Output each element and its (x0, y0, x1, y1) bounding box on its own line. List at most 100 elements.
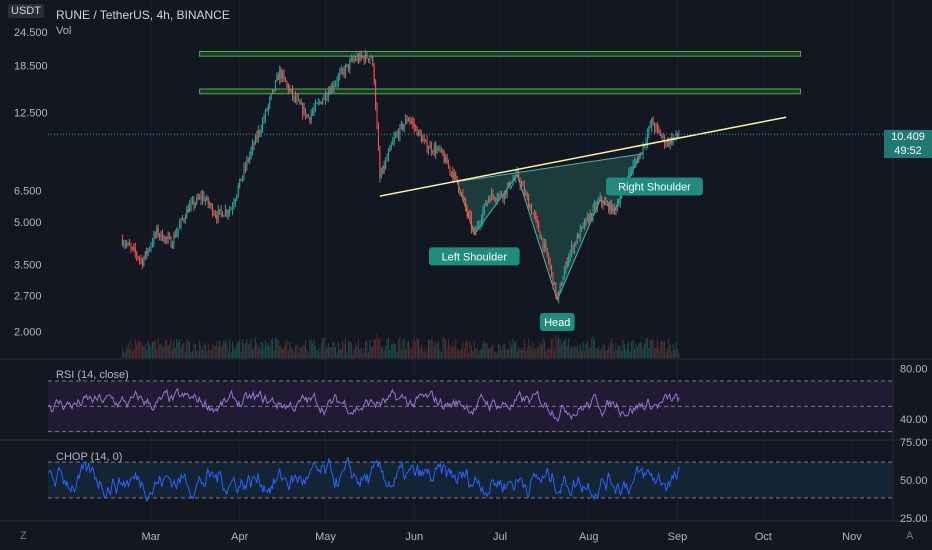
volume-bar (244, 342, 246, 358)
candle-body (591, 213, 593, 218)
volume-bar (392, 344, 394, 358)
volume-bar (270, 338, 272, 358)
candle-body (641, 152, 643, 155)
volume-bar (343, 343, 345, 358)
candle-body (159, 235, 161, 237)
volume-bar (443, 336, 445, 358)
candle-body (372, 57, 374, 65)
candle-body (572, 246, 574, 251)
volume-bar (336, 352, 338, 358)
candle-body (678, 135, 680, 137)
volume-bar (359, 348, 361, 358)
volume-bar (304, 340, 306, 358)
volume-bar (294, 345, 296, 358)
resistance-zones (199, 50, 801, 95)
candle-body (150, 245, 152, 249)
volume-bar (460, 348, 462, 358)
volume-bar (194, 344, 196, 358)
candle-body (296, 99, 298, 101)
volume-bar (237, 341, 239, 358)
currency-badge[interactable]: USDT (8, 4, 44, 18)
auto-scale-icon[interactable]: A (906, 530, 914, 542)
candle-body (659, 130, 661, 136)
volume-bar (123, 350, 125, 358)
volume-bar (598, 346, 600, 358)
volume-bar (269, 346, 271, 358)
candle-body (330, 85, 332, 94)
volume-bar (320, 342, 322, 358)
candle-body (343, 70, 345, 74)
candle-body (413, 123, 415, 127)
volume-bar (573, 345, 575, 358)
volume-bar (229, 339, 231, 358)
candle-body (315, 103, 317, 109)
candle-body (264, 110, 266, 119)
volume-bar (631, 341, 633, 358)
candle-body (402, 123, 404, 129)
volume-bar (239, 340, 241, 358)
volume-bar (625, 349, 627, 358)
zoom-icon[interactable]: Z (20, 530, 27, 542)
volume-bar (495, 352, 497, 358)
candle-body (458, 181, 460, 191)
volume-bar (339, 349, 341, 358)
volume-bar (300, 347, 302, 358)
volume-bar (551, 338, 553, 358)
candle-body (403, 124, 405, 129)
bar-countdown: 49:52 (884, 144, 932, 158)
candle-body (453, 172, 455, 179)
volume-bar (286, 339, 288, 358)
candle-body (389, 146, 391, 152)
volume-bar (661, 339, 663, 358)
volume-bar (302, 344, 304, 358)
candle-body (499, 192, 501, 195)
candle-body (629, 170, 631, 172)
candle-body (632, 164, 634, 171)
volume-bar (482, 343, 484, 358)
candle-body (325, 95, 327, 100)
candle-body (485, 203, 487, 206)
volume-bar (332, 341, 334, 358)
volume-bar (532, 342, 534, 358)
volume-bar (512, 338, 514, 358)
chop-tick-label: 25.00 (900, 513, 928, 525)
pattern-labels: Left Shoulder Head Right Shoulder (428, 177, 703, 331)
symbol-title[interactable]: RUNE / TetherUS, 4h, BINANCE (56, 8, 230, 22)
volume-bar (299, 346, 301, 358)
volume-bar (475, 347, 477, 358)
candle-body (432, 151, 434, 153)
volume-bar (531, 349, 533, 358)
candle-body (277, 76, 279, 81)
candle-body (167, 236, 169, 239)
candle-body (272, 89, 274, 94)
volume-bar (548, 348, 550, 358)
volume-bar (277, 340, 279, 358)
volume-bar (387, 336, 389, 358)
candle-body (410, 120, 412, 122)
volume-bar (141, 345, 143, 358)
candle-body (416, 127, 418, 136)
volume-bar (284, 342, 286, 358)
candle-body (206, 197, 208, 200)
volume-bar (618, 345, 620, 358)
volume-bar (357, 339, 359, 358)
volume-bar (393, 343, 395, 358)
volume-bar (605, 350, 607, 358)
volume-bar (603, 345, 605, 358)
candle-body (425, 139, 427, 141)
volume-bar (376, 333, 378, 358)
volume-bar (287, 350, 289, 358)
candle-body (539, 231, 541, 239)
candle-body (184, 218, 186, 220)
candle-body (616, 203, 618, 211)
volume-bar (662, 341, 664, 358)
candle-body (546, 248, 548, 256)
volume-bar (209, 349, 211, 358)
candle-body (598, 200, 600, 203)
candle-body (376, 106, 378, 127)
candle-body (439, 147, 441, 150)
volume-bar (263, 349, 265, 358)
volume-label[interactable]: Vol (56, 25, 72, 37)
candle-body (409, 118, 411, 121)
